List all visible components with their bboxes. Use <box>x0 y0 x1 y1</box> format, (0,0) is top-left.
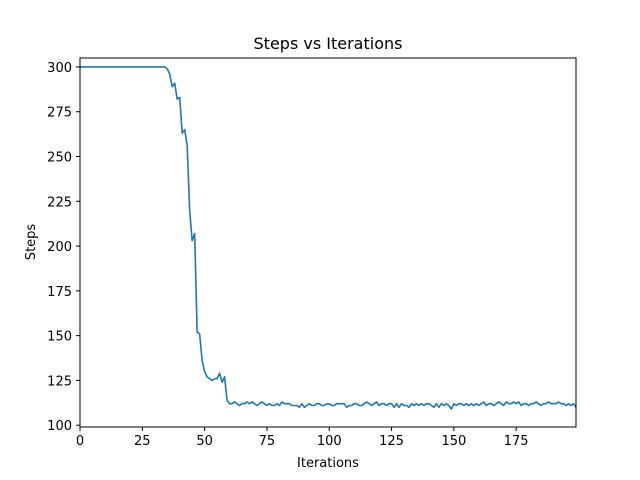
x-tick-label: 100 <box>317 434 342 449</box>
plot-area <box>80 66 577 410</box>
y-tick-label: 175 <box>47 285 72 300</box>
y-tick-label: 150 <box>47 330 72 345</box>
x-tick-label: 75 <box>259 434 276 449</box>
y-tick-label: 300 <box>47 61 72 76</box>
x-tick-label: 25 <box>134 434 151 449</box>
x-tick-label: 0 <box>76 434 84 449</box>
y-tick-label: 250 <box>47 151 72 166</box>
axes-frame <box>79 57 577 428</box>
x-tick-label: 175 <box>504 434 529 449</box>
y-tick-label: 200 <box>47 240 72 255</box>
x-axis-label: Iterations <box>297 456 359 471</box>
y-axis: 100 125 150 175 200 225 250 275 300 <box>47 61 80 434</box>
y-tick-label: 275 <box>47 106 72 121</box>
x-tick-label: 150 <box>441 434 466 449</box>
x-tick-label: 125 <box>379 434 404 449</box>
chart-title: Steps vs Iterations <box>254 34 403 53</box>
series-line-0 <box>80 66 577 410</box>
x-tick-label: 50 <box>196 434 213 449</box>
x-axis: 0 25 50 75 100 125 150 175 <box>76 427 529 449</box>
y-tick-label: 225 <box>47 195 72 210</box>
y-tick-label: 100 <box>47 419 72 434</box>
y-tick-label: 125 <box>47 374 72 389</box>
y-axis-label: Steps <box>24 224 39 261</box>
